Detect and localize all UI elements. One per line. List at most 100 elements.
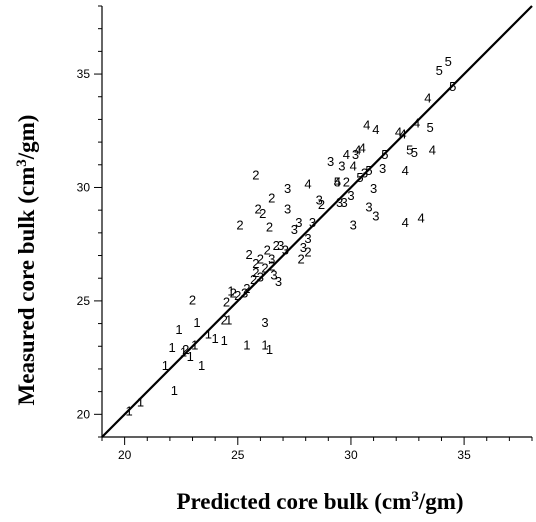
data-point-4: 4: [372, 122, 379, 137]
y-axis-title-end: /gm): [14, 115, 39, 161]
data-point-4: 4: [417, 211, 424, 226]
data-point-3: 3: [277, 238, 284, 253]
data-point-2: 2: [230, 286, 237, 301]
data-point-2: 2: [266, 220, 273, 235]
y-tick-label: 20: [77, 407, 91, 421]
data-point-2: 2: [189, 292, 196, 307]
data-point-2: 2: [182, 342, 189, 357]
data-point-5: 5: [365, 163, 372, 178]
x-tick-label: 35: [457, 448, 471, 462]
data-point-2: 2: [304, 245, 311, 260]
data-point-5: 5: [334, 174, 341, 189]
data-point-3: 3: [379, 161, 386, 176]
data-point-4: 4: [399, 127, 406, 142]
data-point-3: 3: [370, 181, 377, 196]
data-point-4: 4: [413, 115, 420, 130]
data-point-3: 3: [295, 215, 302, 230]
data-point-5: 5: [356, 170, 363, 185]
y-axis-title: Measured core bulk (cm3/gm): [14, 115, 39, 406]
data-point-2: 2: [259, 206, 266, 221]
data-point-4: 4: [363, 118, 370, 133]
data-point-3: 3: [350, 217, 357, 232]
data-point-2: 2: [264, 242, 271, 257]
data-point-2: 2: [252, 256, 259, 271]
data-point-3: 3: [282, 242, 289, 257]
data-point-1: 1: [198, 358, 205, 373]
data-point-5: 5: [411, 145, 418, 160]
data-point-2: 2: [318, 197, 325, 212]
data-point-2: 2: [243, 281, 250, 296]
data-point-3: 3: [241, 286, 248, 301]
x-axis-title-sup: 3: [411, 489, 419, 505]
data-point-2: 2: [250, 272, 257, 287]
data-point-4: 4: [334, 174, 341, 189]
data-point-2: 2: [273, 238, 280, 253]
data-point-3: 3: [365, 199, 372, 214]
data-point-1: 1: [221, 333, 228, 348]
data-point-4: 4: [424, 90, 431, 105]
data-point-2: 2: [257, 252, 264, 267]
data-point-2: 2: [245, 247, 252, 262]
data-point-2: 2: [255, 202, 262, 217]
data-point-1: 1: [225, 313, 232, 328]
data-point-4: 4: [402, 163, 409, 178]
axis-titles: Predicted core bulk (cm3/gm) Measured co…: [14, 115, 464, 514]
data-point-3: 3: [284, 202, 291, 217]
data-point-1: 1: [187, 349, 194, 364]
data-point-5: 5: [381, 147, 388, 162]
data-point-3: 3: [316, 193, 323, 208]
data-point-1: 1: [162, 358, 169, 373]
data-point-3: 3: [268, 252, 275, 267]
data-point-4: 4: [359, 140, 366, 155]
data-point-1: 1: [126, 403, 133, 418]
x-axis-title-end: /gm): [418, 489, 464, 514]
data-point-2: 2: [236, 217, 243, 232]
data-point-3: 3: [261, 315, 268, 330]
x-axis-title-main: Predicted core bulk (cm: [176, 489, 411, 514]
data-point-1: 1: [205, 326, 212, 341]
data-point-1: 1: [227, 283, 234, 298]
data-point-3: 3: [352, 147, 359, 162]
data-point-3: 3: [257, 270, 264, 285]
data-point-3: 3: [327, 154, 334, 169]
data-point-3: 3: [304, 231, 311, 246]
data-point-3: 3: [284, 181, 291, 196]
data-point-2: 2: [221, 313, 228, 328]
data-point-5: 5: [445, 54, 452, 69]
data-point-2: 2: [252, 168, 259, 183]
data-point-5: 5: [436, 63, 443, 78]
data-point-2: 2: [261, 261, 268, 276]
data-point-2: 2: [268, 190, 275, 205]
data-point-4: 4: [402, 215, 409, 230]
data-point-3: 3: [336, 195, 343, 210]
x-tick-label: 20: [118, 448, 132, 462]
data-point-1: 1: [193, 315, 200, 330]
data-point-1: 1: [266, 342, 273, 357]
data-point-2: 2: [252, 265, 259, 280]
data-point-5: 5: [427, 120, 434, 135]
data-point-2: 2: [268, 258, 275, 273]
data-point-3: 3: [361, 165, 368, 180]
reference-line: [101, 5, 533, 438]
y-tick-label: 35: [77, 67, 91, 81]
x-axis-title: Predicted core bulk (cm3/gm): [176, 489, 463, 514]
data-point-5: 5: [406, 143, 413, 158]
data-point-2: 2: [234, 288, 241, 303]
data-point-1: 1: [212, 331, 219, 346]
data-point-2: 2: [223, 295, 230, 310]
data-point-1: 1: [243, 338, 250, 353]
data-point-1: 1: [137, 394, 144, 409]
data-point-3: 3: [291, 222, 298, 237]
x-tick-label: 25: [231, 448, 245, 462]
data-point-1: 1: [180, 345, 187, 360]
data-point-3: 3: [275, 274, 282, 289]
data-point-5: 5: [449, 79, 456, 94]
data-point-3: 3: [341, 195, 348, 210]
data-point-2: 2: [298, 252, 305, 267]
data-point-3: 3: [300, 240, 307, 255]
y-tick-label: 30: [77, 180, 91, 194]
y-axis-title-main: Measured core bulk (cm: [14, 167, 39, 406]
